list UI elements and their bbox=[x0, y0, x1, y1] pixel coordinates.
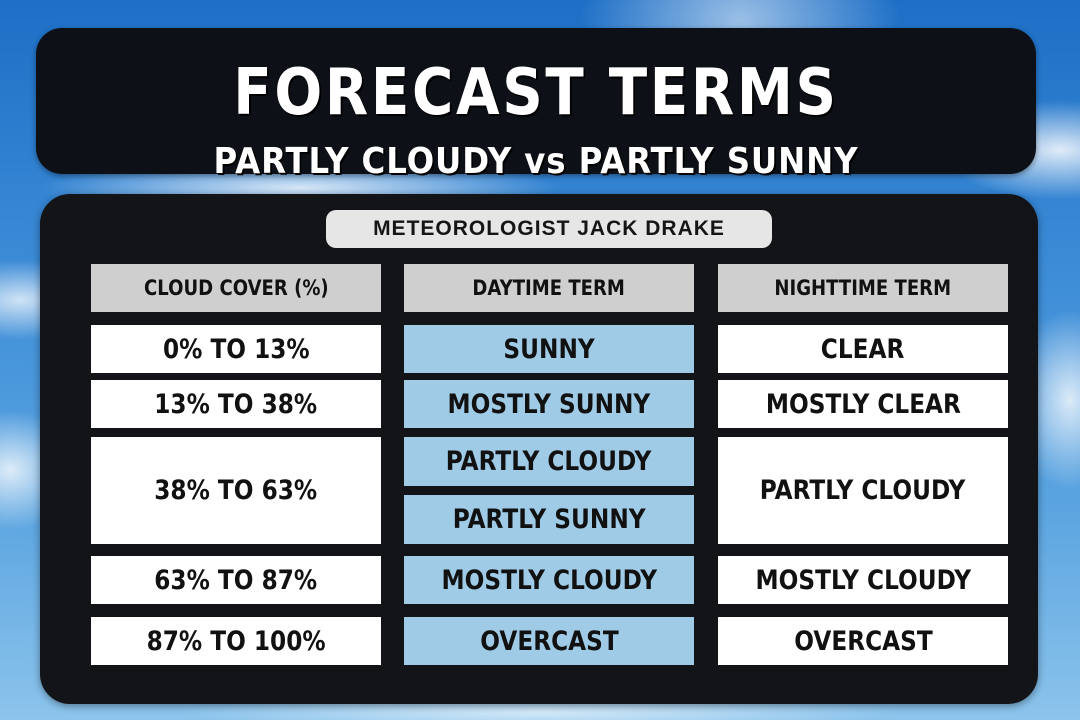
column-header-cloud-cover: CLOUD COVER (%) bbox=[91, 264, 381, 312]
cell-text: PARTLY CLOUDY bbox=[446, 446, 652, 477]
table-cell-daytime: PARTLY SUNNY bbox=[404, 495, 694, 544]
cell-text: MOSTLY CLOUDY bbox=[441, 564, 657, 596]
cell-text: 0% TO 13% bbox=[162, 333, 310, 365]
table-cell-nighttime: PARTLY CLOUDY bbox=[718, 437, 1008, 544]
column-header-label: CLOUD COVER (%) bbox=[143, 276, 329, 300]
cell-text: 87% TO 100% bbox=[146, 625, 326, 657]
table-cell-cloud-cover: 87% TO 100% bbox=[91, 617, 381, 665]
cell-text: PARTLY SUNNY bbox=[452, 504, 646, 535]
cell-text: OVERCAST bbox=[479, 625, 619, 657]
table-cell-nighttime: MOSTLY CLOUDY bbox=[718, 556, 1008, 604]
table-cell-daytime: MOSTLY CLOUDY bbox=[404, 556, 694, 604]
table-cell-daytime: OVERCAST bbox=[404, 617, 694, 665]
cell-text: MOSTLY SUNNY bbox=[447, 388, 651, 420]
column-header-label: DAYTIME TERM bbox=[472, 276, 626, 300]
table-cell-daytime: MOSTLY SUNNY bbox=[404, 380, 694, 428]
cell-text: 63% TO 87% bbox=[154, 564, 318, 596]
cell-text: PARTLY CLOUDY bbox=[760, 475, 966, 506]
cell-text: 38% TO 63% bbox=[154, 475, 318, 506]
column-header-nighttime: NIGHTTIME TERM bbox=[718, 264, 1008, 312]
table-cell-daytime: SUNNY bbox=[404, 325, 694, 373]
table-cell-cloud-cover: 13% TO 38% bbox=[91, 380, 381, 428]
cell-text: OVERCAST bbox=[793, 625, 933, 657]
page-title: FORECAST TERMS bbox=[233, 56, 839, 130]
table-cell-nighttime: OVERCAST bbox=[718, 617, 1008, 665]
meteorologist-credit-badge: METEOROLOGIST JACK DRAKE bbox=[326, 210, 772, 248]
table-cell-nighttime: MOSTLY CLEAR bbox=[718, 380, 1008, 428]
table-cell-daytime: PARTLY CLOUDY bbox=[404, 437, 694, 486]
cell-text: MOSTLY CLEAR bbox=[765, 388, 961, 420]
column-header-daytime: DAYTIME TERM bbox=[404, 264, 694, 312]
column-header-label: NIGHTTIME TERM bbox=[774, 276, 952, 300]
cell-text: CLEAR bbox=[821, 333, 905, 365]
cell-text: MOSTLY CLOUDY bbox=[755, 564, 971, 596]
title-banner: FORECAST TERMS PARTLY CLOUDY vs PARTLY S… bbox=[36, 28, 1036, 182]
page-subtitle: PARTLY CLOUDY vs PARTLY SUNNY bbox=[213, 141, 859, 182]
table-cell-cloud-cover: 63% TO 87% bbox=[91, 556, 381, 604]
table-cell-cloud-cover: 38% TO 63% bbox=[91, 437, 381, 544]
table-cell-nighttime: CLEAR bbox=[718, 325, 1008, 373]
cell-text: 13% TO 38% bbox=[154, 388, 318, 420]
table-cell-cloud-cover: 0% TO 13% bbox=[91, 325, 381, 373]
cell-text: SUNNY bbox=[503, 333, 595, 365]
